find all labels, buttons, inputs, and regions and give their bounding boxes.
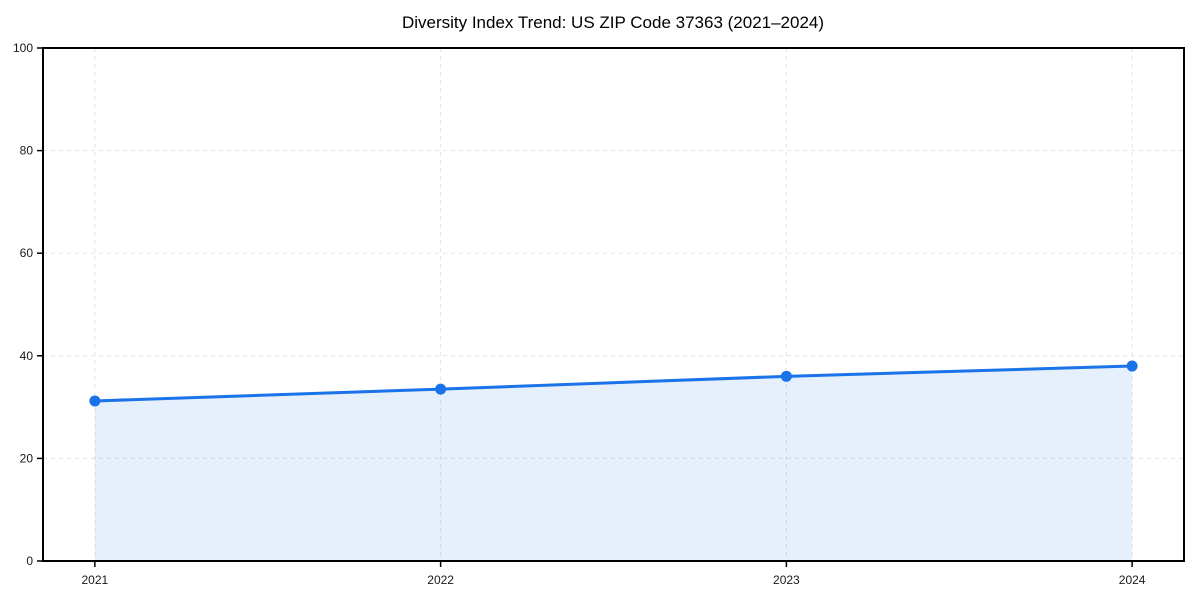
data-point <box>1126 360 1138 372</box>
axes <box>37 47 1185 567</box>
y-tick-label: 100 <box>13 41 33 55</box>
trend-line-layer <box>89 360 1138 407</box>
x-tick-label: 2022 <box>427 573 454 587</box>
trend-line <box>93 364 1134 403</box>
y-tick-label: 80 <box>20 144 34 158</box>
area-fill <box>94 366 1133 561</box>
y-tick-label: 20 <box>20 451 34 465</box>
y-tick-label: 40 <box>20 349 34 363</box>
data-point <box>435 383 447 395</box>
x-tick-label: 2021 <box>82 573 109 587</box>
data-point <box>89 395 101 407</box>
y-tick-label: 0 <box>26 554 33 568</box>
area-fill-layer <box>94 366 1133 561</box>
y-tick-label: 60 <box>20 246 34 260</box>
x-tick-label: 2024 <box>1119 573 1146 587</box>
chart-title: Diversity Index Trend: US ZIP Code 37363… <box>402 13 824 32</box>
plot-border <box>42 47 1185 562</box>
data-point <box>780 370 792 382</box>
tick-labels: 2021 2022 2023 2024 0 20 40 60 80 100 <box>13 41 1146 587</box>
x-tick-label: 2023 <box>773 573 800 587</box>
